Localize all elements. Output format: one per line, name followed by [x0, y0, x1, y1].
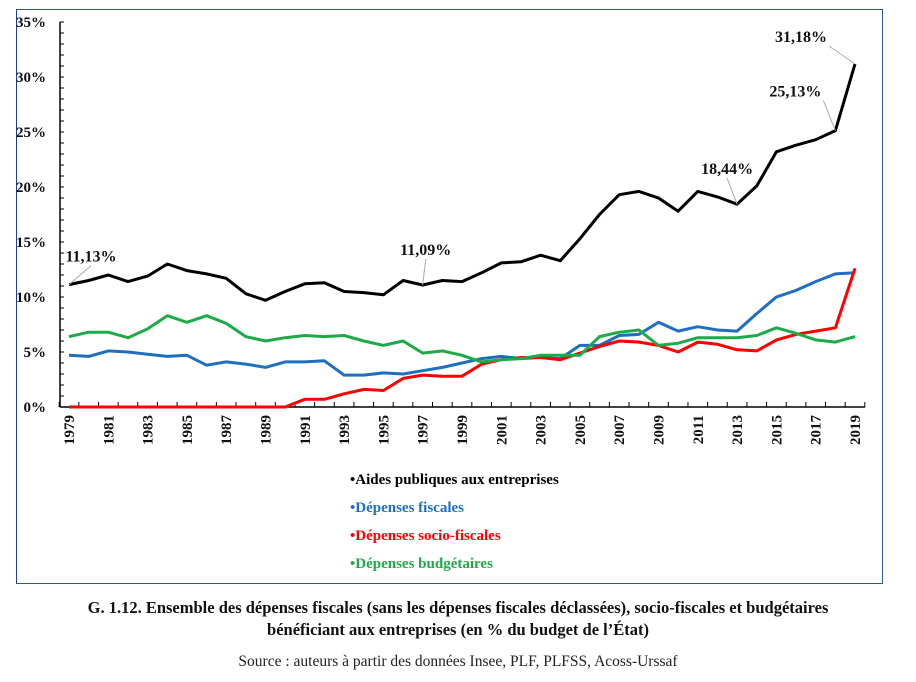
x-tick-label: 2017: [809, 415, 825, 446]
axes: 0% 5% 10% 15% 20% 25% 30% 35% 1979 1981 1983 1985 19…: [16, 15, 866, 446]
figure-caption-line1: G. 1.12. Ensemble des dépenses fiscales …: [87, 598, 829, 617]
annotations: 11,13% 11,09% 18,44% 25,13% 31,18%: [65, 29, 856, 286]
y-tick-label: 30%: [16, 70, 46, 86]
figure-source: Source : auteurs à partir des données In…: [238, 653, 678, 670]
annotation-leader-line: [822, 100, 836, 131]
chart-frame: [16, 9, 883, 584]
legend-item-budgetaires: •Dépenses budgétaires: [350, 550, 559, 578]
annotation-leader-line: [726, 177, 738, 205]
x-tick-label: 1999: [455, 415, 471, 445]
annotation-leader-line: [422, 258, 427, 286]
legend-bullet: •: [350, 472, 356, 488]
x-tick-label: 1989: [259, 415, 275, 445]
annotation-leader-line: [68, 265, 92, 285]
legend-bullet: •: [350, 528, 356, 544]
figure-caption-line2: bénéficiant aux entreprises (en % du bud…: [267, 620, 649, 639]
x-tick-label: 1983: [141, 415, 157, 445]
y-tick-label: 10%: [16, 290, 46, 306]
legend-label: Dépenses budgétaires: [355, 556, 493, 572]
legend-bullet: •: [350, 500, 356, 516]
x-tick-label: 2007: [612, 415, 628, 446]
annotation-label: 11,09%: [400, 242, 451, 259]
legend: •Aides publiques aux entreprises •Dépens…: [350, 466, 559, 578]
legend-label: Aides publiques aux entreprises: [355, 472, 559, 488]
x-tick-label: 2009: [652, 415, 668, 445]
y-tick-label: 25%: [16, 125, 46, 141]
x-tick-label: 2019: [848, 415, 864, 445]
legend-item-socio-fiscales: •Dépenses socio-fiscales: [350, 522, 559, 550]
annotation-label: 18,44%: [701, 161, 753, 178]
x-tick-label: 1997: [416, 415, 432, 446]
y-tick-label: 0%: [24, 400, 47, 416]
annotation-leader-line: [828, 45, 856, 65]
x-tick-label: 2013: [730, 415, 746, 445]
x-tick-label: 1995: [376, 415, 392, 445]
series-layer: [68, 63, 857, 409]
x-tick-label: 2005: [573, 415, 589, 445]
x-tick-label: 2011: [691, 415, 707, 444]
y-tick-label: 15%: [16, 235, 46, 251]
legend-item-fiscales: •Dépenses fiscales: [350, 494, 559, 522]
annotation-label: 31,18%: [775, 29, 827, 46]
x-tick-label: 2015: [769, 415, 785, 445]
series-depenses-fiscales: [68, 271, 856, 377]
y-tick-label: 20%: [16, 180, 46, 196]
x-tick-label: 2001: [494, 415, 510, 445]
line-chart: 0% 5% 10% 15% 20% 25% 30% 35% 1979 1981 1983 1985 19…: [16, 15, 866, 446]
x-tick-label: 1979: [62, 415, 78, 445]
legend-item-aides: •Aides publiques aux entreprises: [350, 466, 559, 494]
x-tick-label: 1985: [180, 415, 196, 445]
x-tick-label: 1991: [298, 415, 314, 445]
x-tick-label: 1981: [101, 415, 117, 445]
annotation-label: 11,13%: [65, 249, 116, 266]
series-depenses-budgetaires: [68, 314, 856, 364]
legend-label: Dépenses fiscales: [355, 500, 465, 516]
legend-label: Dépenses socio-fiscales: [355, 528, 501, 544]
x-tick-label: 2003: [534, 415, 550, 445]
series-depenses-socio-fiscales: [69, 267, 857, 409]
y-tick-label: 35%: [16, 15, 46, 31]
x-tick-label: 1993: [337, 415, 353, 445]
annotation-label: 25,13%: [769, 84, 821, 101]
series-aides-publiques-aux-entreprises: [68, 63, 857, 302]
legend-bullet: •: [350, 556, 356, 572]
y-tick-label: 5%: [24, 345, 47, 361]
x-tick-label: 1987: [219, 415, 235, 446]
